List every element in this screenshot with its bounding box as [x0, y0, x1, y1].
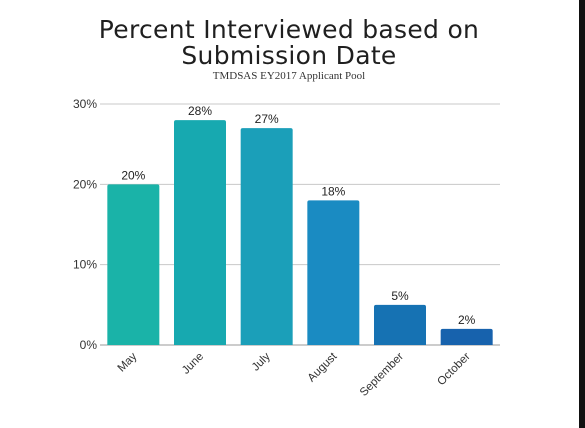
- x-tick-label: July: [250, 350, 273, 373]
- bar-value-label: 5%: [391, 289, 409, 303]
- grid-lines: [100, 103, 500, 346]
- chart-title-line-2: Submission Date: [181, 41, 397, 70]
- bars: [107, 120, 493, 345]
- bar-value-label: 28%: [188, 104, 212, 118]
- x-tick-label: August: [306, 350, 340, 384]
- bar-value-label: 18%: [321, 184, 345, 198]
- y-tick-label: 20%: [73, 177, 97, 191]
- chart-subtitle: TMDSAS EY2017 Applicant Pool: [212, 70, 366, 82]
- x-tick-label: May: [116, 350, 140, 374]
- y-axis-tick-labels: 0% 10% 20% 30%: [73, 97, 97, 352]
- bar-june: [174, 120, 226, 345]
- bar-may: [107, 184, 160, 345]
- x-tick-label: October: [435, 351, 473, 389]
- bar-october: [440, 328, 493, 345]
- bar-value-labels: 20% 28% 27% 18% 5% 2%: [121, 104, 475, 327]
- chart-title-line-1: Percent Interviewed based on: [98, 15, 480, 44]
- bar-value-label: 20%: [121, 168, 145, 182]
- x-tick-label: September: [358, 351, 406, 399]
- bar-august: [307, 200, 360, 345]
- bar-september: [374, 304, 426, 345]
- x-axis-tick-labels: May June July August September October: [116, 350, 473, 399]
- y-tick-label: 10%: [73, 258, 97, 272]
- bar-value-label: 2%: [458, 313, 476, 327]
- bar-value-label: 27%: [255, 112, 279, 126]
- bar-july: [240, 128, 293, 345]
- x-tick-label: June: [180, 351, 206, 377]
- y-tick-label: 0%: [80, 338, 98, 352]
- chart-title: Percent Interviewed based on Submission …: [0, 17, 578, 69]
- right-edge-border: [579, 0, 585, 428]
- y-tick-label: 30%: [73, 97, 97, 111]
